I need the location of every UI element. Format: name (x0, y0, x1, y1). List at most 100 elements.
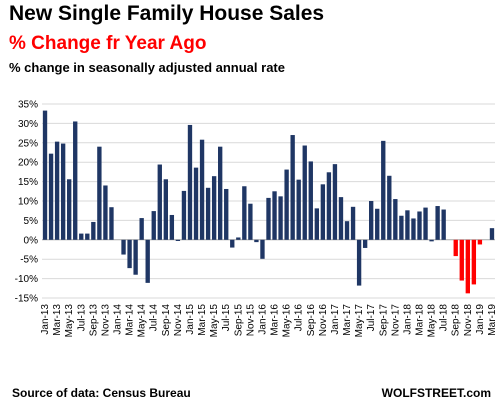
chart-title: New Single Family House Sales (9, 2, 325, 25)
bar (236, 237, 241, 240)
y-axis-labels: -15% -10% -5% 0% 5% 10% 15% 20% 25% 30% 35% (15, 100, 38, 305)
bar (369, 201, 374, 240)
x-tick-label: May-14 (137, 304, 148, 338)
x-tick-label: Mar-14 (125, 304, 136, 336)
x-tick-label: Nov-18 (463, 304, 474, 337)
x-tick-label: May-17 (354, 304, 365, 338)
x-tick-label: Jul-14 (149, 304, 160, 332)
x-tick-label: Jan-13 (40, 304, 51, 335)
bar (290, 135, 295, 240)
x-tick-label: Sep-18 (451, 304, 462, 337)
bar (175, 239, 181, 241)
bar (387, 175, 392, 240)
bar (278, 196, 283, 240)
bar (465, 239, 470, 294)
x-tick-label: Nov-16 (318, 304, 329, 337)
x-tick-label: Mar-16 (270, 304, 281, 336)
bar (272, 191, 277, 240)
bar (344, 221, 350, 240)
bar (48, 153, 54, 240)
bar (224, 188, 229, 240)
bar (459, 239, 464, 281)
bar (423, 207, 428, 240)
bar (477, 239, 483, 245)
bar (381, 140, 386, 240)
bar (356, 239, 362, 286)
x-tick-label: Jul-16 (294, 304, 305, 332)
bar (218, 146, 223, 240)
bar (199, 139, 205, 240)
bar (60, 143, 66, 240)
bar (211, 176, 217, 240)
bar (193, 167, 199, 240)
x-tick-label: Sep-17 (378, 304, 389, 337)
x-tick-label: Jan-14 (113, 304, 124, 335)
y-tick-label: 10% (18, 197, 38, 208)
bar (296, 179, 301, 240)
brand-label: WOLFSTREET.com (381, 386, 491, 400)
bar (151, 211, 156, 240)
bar (266, 197, 271, 240)
y-tick-label: 20% (18, 158, 38, 169)
y-tick-label: 35% (18, 100, 38, 111)
bar (314, 208, 319, 240)
bar (103, 185, 108, 240)
bar (362, 239, 368, 248)
x-tick-label: Sep-15 (233, 304, 244, 337)
bar (139, 218, 144, 240)
y-tick-label: 25% (18, 138, 38, 149)
bar (405, 210, 410, 240)
bar (393, 199, 398, 240)
bar (435, 206, 440, 240)
x-tick-label: Mar-13 (52, 304, 63, 336)
x-tick-label: Nov-17 (390, 304, 401, 337)
x-tick-label: May-13 (64, 304, 75, 338)
x-tick-label: Jan-18 (402, 304, 413, 335)
y-tick-label: 15% (18, 177, 38, 188)
x-tick-label: Jul-15 (221, 304, 232, 332)
bar (67, 179, 72, 240)
x-tick-label: Jan-17 (330, 304, 341, 335)
x-tick-label: Jan-19 (475, 304, 486, 335)
bar (187, 124, 193, 240)
y-tick-label: 5% (24, 216, 39, 227)
x-tick-label: Jul-18 (439, 304, 450, 332)
x-tick-label: Jul-17 (366, 304, 377, 332)
x-tick-label: Nov-14 (173, 304, 184, 337)
x-tick-label: Jan-16 (257, 304, 268, 335)
bar (489, 228, 495, 240)
bar (350, 206, 356, 240)
bar (429, 239, 434, 242)
x-tick-label: Mar-19 (487, 304, 498, 336)
x-tick-label: May-15 (209, 304, 220, 338)
x-tick-label: Mar-17 (342, 304, 353, 336)
bar (157, 164, 162, 240)
bar (302, 145, 307, 240)
bar (441, 209, 446, 240)
bar (320, 184, 326, 240)
y-tick-label: -10% (15, 274, 38, 285)
x-tick-label: Mar-18 (415, 304, 426, 336)
bar (97, 146, 102, 240)
bar (338, 197, 344, 240)
bar (54, 141, 60, 240)
chart-description: % change in seasonally adjusted annual r… (9, 60, 285, 75)
bar (127, 239, 132, 269)
bar (205, 187, 211, 240)
source-note: Source of data: Census Bureau (12, 386, 191, 400)
x-tick-label: Mar-15 (197, 304, 208, 336)
x-tick-label: Sep-14 (161, 304, 172, 337)
x-tick-label: Sep-16 (306, 304, 317, 337)
bar (133, 239, 138, 275)
x-tick-label: May-18 (427, 304, 438, 338)
bars (42, 110, 495, 294)
y-tick-label: 30% (18, 119, 38, 130)
bar (85, 233, 90, 240)
bar (42, 110, 48, 240)
x-tick-label: Jan-15 (185, 304, 196, 335)
x-tick-label: Nov-13 (100, 304, 111, 337)
y-tick-label: 0% (24, 235, 39, 246)
x-tick-label: Sep-13 (88, 304, 99, 337)
bar (109, 207, 114, 240)
bar (399, 215, 404, 240)
